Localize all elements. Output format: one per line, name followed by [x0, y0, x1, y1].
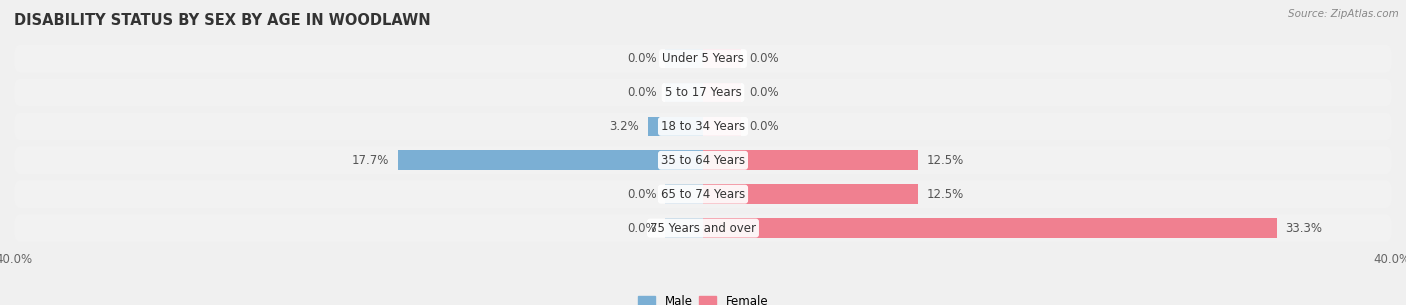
FancyBboxPatch shape [14, 79, 1392, 106]
Text: 5 to 17 Years: 5 to 17 Years [665, 86, 741, 99]
FancyBboxPatch shape [14, 45, 1392, 73]
Bar [703, 218, 1277, 238]
Bar [703, 49, 741, 68]
FancyBboxPatch shape [14, 146, 1392, 174]
Text: 12.5%: 12.5% [927, 154, 965, 167]
Text: 0.0%: 0.0% [627, 52, 657, 65]
Text: 0.0%: 0.0% [749, 52, 779, 65]
Bar [648, 117, 703, 136]
FancyBboxPatch shape [14, 214, 1392, 242]
Bar [703, 117, 741, 136]
Bar [665, 218, 703, 238]
Legend: Male, Female: Male, Female [633, 290, 773, 305]
Text: 18 to 34 Years: 18 to 34 Years [661, 120, 745, 133]
Text: 75 Years and over: 75 Years and over [650, 221, 756, 235]
FancyBboxPatch shape [14, 113, 1392, 140]
Text: 3.2%: 3.2% [610, 120, 640, 133]
Text: Source: ZipAtlas.com: Source: ZipAtlas.com [1288, 9, 1399, 19]
Text: 0.0%: 0.0% [749, 86, 779, 99]
Text: 0.0%: 0.0% [627, 221, 657, 235]
Text: 33.3%: 33.3% [1285, 221, 1322, 235]
FancyBboxPatch shape [14, 180, 1392, 208]
Text: 0.0%: 0.0% [627, 86, 657, 99]
Text: DISABILITY STATUS BY SEX BY AGE IN WOODLAWN: DISABILITY STATUS BY SEX BY AGE IN WOODL… [14, 13, 430, 28]
Text: 0.0%: 0.0% [627, 188, 657, 201]
Text: 65 to 74 Years: 65 to 74 Years [661, 188, 745, 201]
Bar [703, 150, 918, 170]
Text: 12.5%: 12.5% [927, 188, 965, 201]
Text: 0.0%: 0.0% [749, 120, 779, 133]
Text: 17.7%: 17.7% [352, 154, 389, 167]
Text: 35 to 64 Years: 35 to 64 Years [661, 154, 745, 167]
Bar [703, 184, 918, 204]
Bar [398, 150, 703, 170]
Bar [665, 49, 703, 68]
Bar [665, 83, 703, 102]
Text: Under 5 Years: Under 5 Years [662, 52, 744, 65]
Bar [703, 83, 741, 102]
Bar [665, 184, 703, 204]
